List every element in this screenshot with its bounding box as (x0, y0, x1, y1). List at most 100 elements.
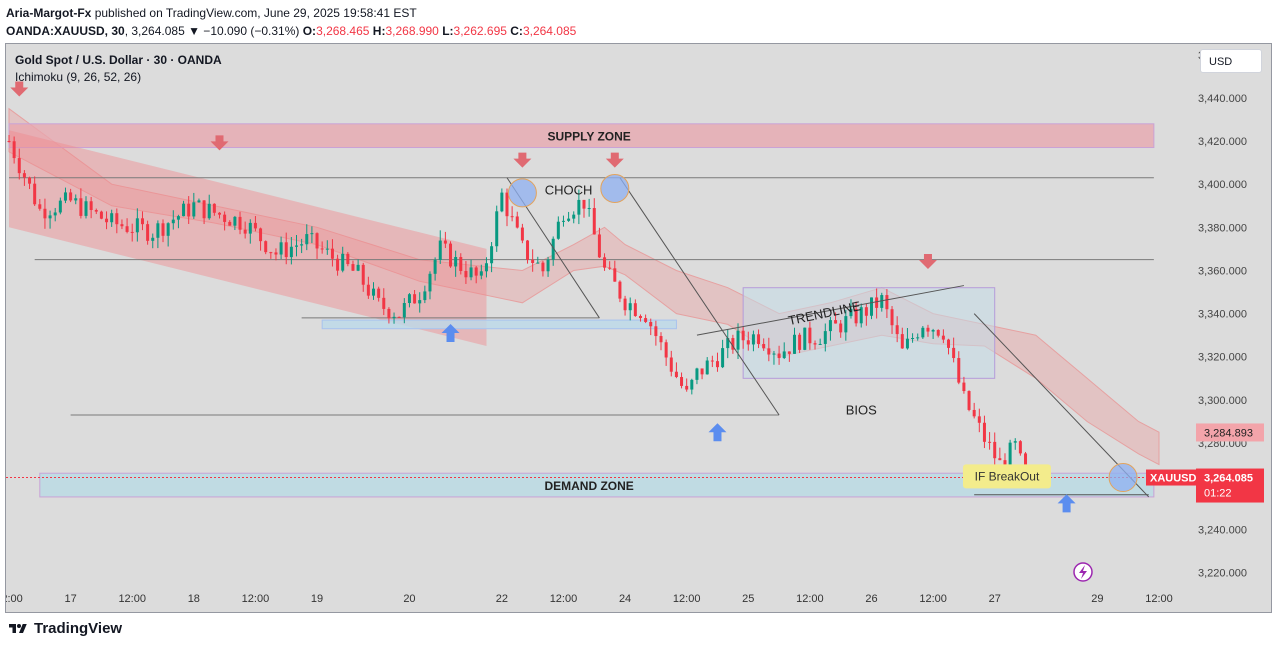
candle-body (582, 199, 586, 209)
candle-body (320, 248, 324, 250)
candle-body (310, 233, 314, 235)
candle-body (792, 334, 796, 354)
candle-body (120, 224, 124, 227)
candle-body (731, 338, 735, 350)
low-value: 3,262.695 (453, 24, 507, 38)
x-tick-label: 12:00 (6, 593, 23, 605)
candle-body (844, 316, 848, 333)
candle-body (377, 288, 381, 298)
candle-body (238, 216, 242, 230)
candle-body (916, 337, 920, 339)
candle-body (295, 245, 298, 247)
x-tick-label: 12:00 (118, 593, 146, 605)
candle-body (864, 307, 868, 316)
candle-body (556, 221, 560, 239)
candle-body (808, 327, 812, 344)
brand-text: TradingView (34, 620, 123, 637)
tradingview-logo[interactable]: TradingView (6, 620, 122, 637)
candle-body (84, 201, 88, 216)
price-tag-label: 3,284.893 (1204, 427, 1253, 439)
candle-body (931, 330, 935, 332)
countdown-label: 01:22 (1204, 488, 1232, 500)
highlight-circle-1 (600, 174, 630, 204)
candle-body (721, 348, 725, 368)
candle-body (223, 214, 227, 222)
close-label: C: (510, 24, 523, 38)
candle-body (423, 291, 427, 301)
candle-body (264, 241, 268, 253)
y-tick-label: 3,240.000 (1198, 524, 1247, 536)
candle-body (315, 233, 319, 249)
candle-body (680, 377, 684, 386)
candle-body (53, 212, 57, 216)
symbol-tag (1146, 469, 1196, 486)
candle-body (372, 288, 376, 296)
last-price-label: 3,264.085 (1204, 473, 1253, 485)
candle-body (74, 198, 78, 201)
annotation-bios: BIOS (846, 403, 877, 418)
highlight-circle-2 (1108, 463, 1138, 493)
candle-body (741, 330, 745, 341)
candle-body (890, 309, 894, 326)
annotation-choch: CHOCH (545, 183, 593, 198)
candle-body (947, 339, 951, 348)
candle-body (212, 203, 216, 213)
candle-body (58, 200, 62, 213)
candle-body (166, 223, 170, 236)
candle-body (243, 229, 247, 234)
x-tick-label: 12:00 (796, 593, 824, 605)
candle-body (454, 257, 458, 267)
candle-body (443, 240, 447, 244)
down-arrow-icon (605, 152, 624, 168)
legend-indicator[interactable]: Ichimoku (9, 26, 52, 26) (15, 70, 142, 84)
candle-body (1003, 460, 1007, 468)
candle-body (710, 360, 714, 362)
candle-body (202, 200, 206, 219)
candle-body (28, 177, 32, 184)
candle-body (192, 202, 196, 217)
candle-body (685, 385, 689, 390)
high-label: H: (372, 24, 386, 38)
candle-body (1024, 453, 1028, 472)
candle-body (115, 213, 119, 225)
ohlc-line: OANDA:XAUUSD, 30, 3,264.085 ▼ −10.090 (−… (6, 24, 577, 38)
candle-body (782, 351, 786, 359)
candle-body (300, 244, 304, 246)
candle-body (469, 267, 473, 278)
candle-body (628, 303, 632, 311)
candle-body (726, 338, 730, 349)
chart-pane[interactable]: SUPPLY ZONE DEMAND ZONE CHOCH TRENDLINE BIOS… (0, 43, 1272, 613)
candle-body (341, 253, 345, 271)
candle-body (269, 252, 273, 254)
candle-body (346, 253, 350, 265)
candle-body (597, 234, 601, 258)
open-value: 3,268.465 (316, 24, 370, 38)
high-value: 3,268.990 (385, 24, 439, 38)
candle-body (176, 216, 180, 220)
x-tick-label: 12:00 (242, 593, 270, 605)
candle-body (957, 358, 961, 383)
x-tick-label: 12:00 (919, 593, 947, 605)
candle-body (551, 238, 555, 260)
price-tag-red (1196, 423, 1264, 442)
breakout-label-bg (962, 464, 1051, 489)
candle-body (926, 327, 930, 332)
candle-body (356, 264, 360, 271)
y-tick-label: 3,420.000 (1198, 136, 1247, 148)
candle-body (998, 458, 1002, 461)
candle-body (351, 264, 355, 271)
candle-body (490, 246, 494, 264)
candle-body (140, 218, 144, 225)
candle-body (798, 334, 802, 350)
x-tick-label: 12:00 (1145, 593, 1173, 605)
y-tick-label: 3,220.000 (1198, 567, 1247, 579)
candle-body (69, 192, 73, 201)
candle-body (99, 211, 103, 219)
published-text: published on TradingView.com, June 29, 2… (94, 6, 417, 20)
currency-button[interactable]: USD (1200, 49, 1262, 73)
candle-body (38, 204, 42, 209)
candle-body (459, 257, 463, 271)
candle-body (146, 224, 150, 241)
candle-body (63, 192, 67, 201)
